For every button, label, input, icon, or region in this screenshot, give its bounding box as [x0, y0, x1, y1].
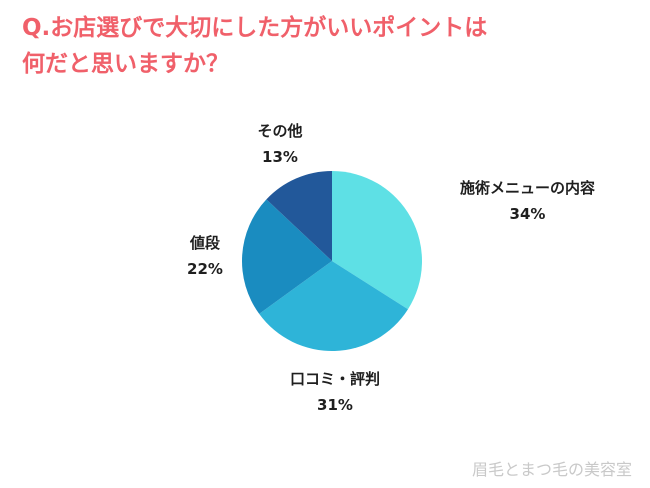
slice-label-menu-value: 34% [509, 205, 546, 223]
slice-label-other-name: その他 [257, 122, 303, 140]
watermark: 眉毛とまつ毛の美容室 [471, 460, 632, 479]
slice-label-reviews-name: 口コミ・評判 [289, 370, 380, 388]
slice-label-menu: 施術メニューの内容 34% [440, 175, 615, 227]
slice-label-other: その他 13% [240, 118, 320, 170]
chart-title: Q.お店選びで大切にした方がいいポイントは 何だと思いますか？ [22, 10, 632, 82]
slice-label-reviews: 口コミ・評判 31% [270, 366, 400, 418]
pie-slice-menu [332, 171, 422, 310]
slice-label-price-value: 22% [187, 260, 223, 278]
title-line-1: Q.お店選びで大切にした方がいいポイントは [22, 15, 488, 41]
slice-label-price: 値段 22% [170, 230, 240, 282]
slice-label-reviews-value: 31% [317, 396, 353, 414]
title-line-2: 何だと思いますか？ [22, 51, 229, 77]
pie-slice-reviews [259, 261, 408, 351]
slice-label-other-value: 13% [262, 148, 298, 166]
slice-label-menu-name: 施術メニューの内容 [459, 179, 595, 197]
slice-label-price-name: 値段 [189, 234, 220, 252]
pie-slice-other [266, 171, 332, 261]
pie-slice-price [241, 199, 332, 314]
